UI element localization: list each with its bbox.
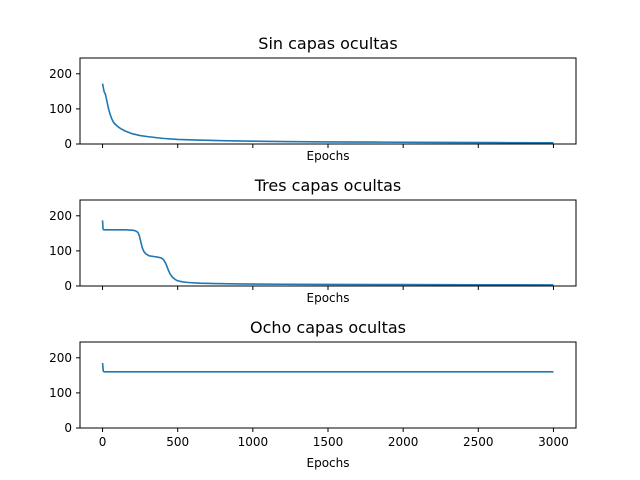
- x-tick-label: 3000: [538, 435, 569, 449]
- y-tick-label: 200: [49, 209, 72, 223]
- x-axis-label: Epochs: [307, 149, 350, 163]
- x-tick-label: 1500: [313, 435, 344, 449]
- y-tick-label: 200: [49, 67, 72, 81]
- subplot-sin-capas-ocultas: Sin capas ocultas Epochs 0 100 200: [49, 34, 577, 163]
- x-tick-label: 2000: [388, 435, 419, 449]
- y-tick-label: 0: [64, 279, 72, 293]
- loss-curve-line: [101, 83, 554, 144]
- x-tick-label: 500: [166, 435, 189, 449]
- y-tick-label: 100: [49, 386, 72, 400]
- subplot-tres-capas-ocultas: Tres capas ocultas Epochs 0 100 200: [49, 176, 577, 305]
- y-tick-label: 200: [49, 351, 72, 365]
- axes-frame: [79, 199, 577, 287]
- x-tick-label: 1000: [238, 435, 269, 449]
- x-axis-label: Epochs: [307, 291, 350, 305]
- subplot-ocho-capas-ocultas: Ocho capas ocultas Epochs 0 500 1000 1500 20…: [49, 318, 577, 470]
- loss-curve-line: [101, 220, 554, 286]
- y-tick-label: 100: [49, 244, 72, 258]
- x-tick-label: 0: [99, 435, 107, 449]
- subplot-title: Ocho capas ocultas: [250, 318, 406, 337]
- subplot-title: Sin capas ocultas: [258, 34, 397, 53]
- axes-frame: [79, 341, 577, 429]
- y-tick-label: 0: [64, 421, 72, 435]
- y-tick-label: 0: [64, 137, 72, 151]
- x-axis-label: Epochs: [307, 456, 350, 470]
- y-tick-label: 100: [49, 102, 72, 116]
- loss-curve-line: [101, 362, 554, 373]
- axes-frame: [79, 57, 577, 145]
- subplot-title: Tres capas ocultas: [254, 176, 401, 195]
- x-tick-label: 2500: [463, 435, 494, 449]
